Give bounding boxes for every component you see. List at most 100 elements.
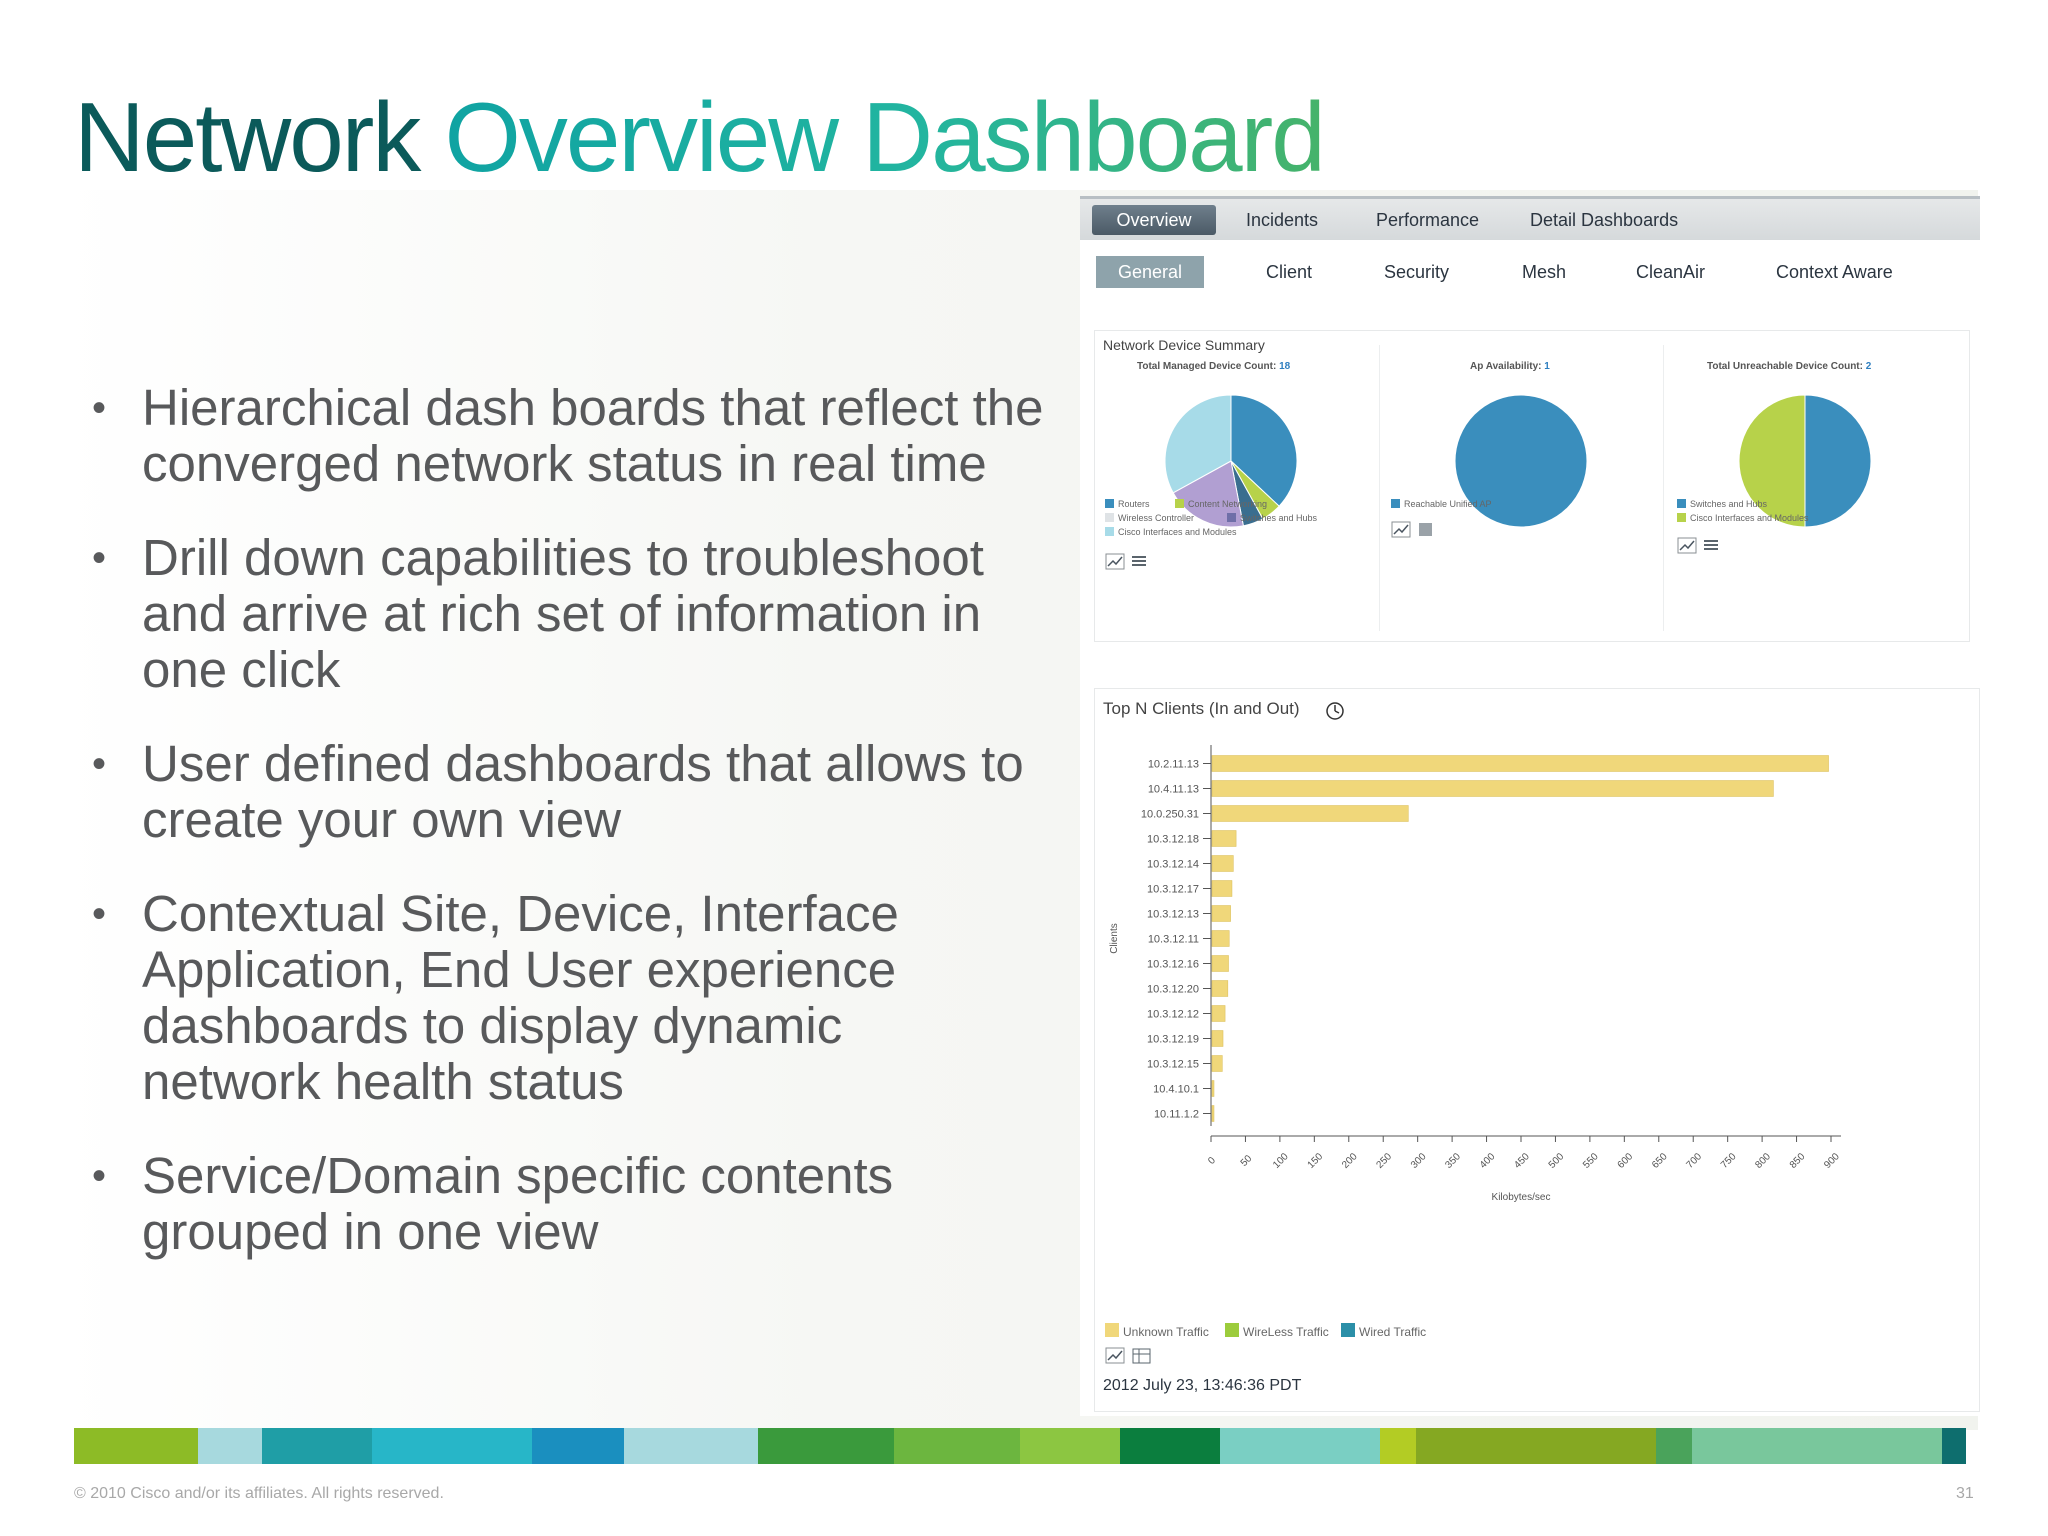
chart-view-icon[interactable] bbox=[1105, 553, 1127, 571]
tab-detail-dashboards[interactable]: Detail Dashboards bbox=[1530, 210, 1679, 230]
legend-label: Wired Traffic bbox=[1359, 1325, 1427, 1339]
bar[interactable] bbox=[1211, 1055, 1223, 1072]
list-view-icon[interactable] bbox=[1129, 553, 1151, 571]
stripe-segment bbox=[1656, 1428, 1692, 1464]
chart-view-icon[interactable] bbox=[1391, 521, 1413, 539]
clock-icon[interactable] bbox=[1325, 701, 1345, 721]
x-tick-label: 350 bbox=[1443, 1151, 1463, 1171]
legend-label: Switches and Hubs bbox=[1690, 499, 1768, 509]
bullet-item: • Contextual Site, Device, Interface Appl… bbox=[80, 886, 980, 1110]
y-tick-label: 10.0.250.31 bbox=[1141, 809, 1199, 821]
bar[interactable] bbox=[1211, 880, 1233, 897]
x-tick-label: 800 bbox=[1753, 1151, 1773, 1171]
legend-item: Cisco Interfaces and Modules bbox=[1105, 527, 1237, 537]
tab-incidents[interactable]: Incidents bbox=[1246, 210, 1319, 230]
subtab-general[interactable]: General bbox=[1096, 256, 1205, 288]
ap-availability-pie[interactable] bbox=[1451, 391, 1591, 531]
x-tick-label: 250 bbox=[1374, 1151, 1394, 1171]
stripe-segment bbox=[1120, 1428, 1220, 1464]
bullet-list: • Hierarchical dash boards that reflect t… bbox=[80, 380, 1060, 1298]
stripe-segment bbox=[1942, 1428, 1966, 1464]
list-view-icon[interactable] bbox=[1701, 537, 1723, 555]
panel-divider bbox=[1379, 345, 1380, 631]
chart-view-icon[interactable] bbox=[1105, 1347, 1127, 1365]
y-tick-label: 10.3.12.15 bbox=[1147, 1059, 1199, 1071]
subtab-context-aware[interactable]: Context Aware bbox=[1776, 262, 1893, 282]
legend-swatch bbox=[1225, 1323, 1239, 1337]
bullet-text: User defined dashboards that allows to c… bbox=[142, 735, 1024, 848]
tab-overview[interactable]: Overview bbox=[1092, 205, 1216, 235]
y-tick-label: 10.3.12.14 bbox=[1147, 859, 1199, 871]
pie-slice[interactable] bbox=[1164, 394, 1232, 494]
legend-swatch bbox=[1341, 1323, 1355, 1337]
bar[interactable] bbox=[1211, 980, 1229, 997]
tab-performance[interactable]: Performance bbox=[1376, 210, 1480, 230]
pie-slice[interactable] bbox=[1738, 394, 1806, 528]
x-tick-label: 500 bbox=[1547, 1151, 1567, 1171]
bar[interactable] bbox=[1211, 805, 1409, 822]
y-tick-label: 10.3.12.12 bbox=[1147, 1009, 1199, 1021]
bar[interactable] bbox=[1211, 830, 1237, 847]
bar[interactable] bbox=[1211, 1080, 1215, 1097]
subtab-client[interactable]: Client bbox=[1266, 262, 1313, 282]
stripe-segment bbox=[1416, 1428, 1656, 1464]
bar[interactable] bbox=[1211, 755, 1829, 772]
legend-item: Routers bbox=[1105, 499, 1150, 509]
subtab-mesh[interactable]: Mesh bbox=[1522, 262, 1567, 282]
pie-slice[interactable] bbox=[1230, 394, 1298, 507]
subtab-cleanair[interactable]: CleanAir bbox=[1636, 262, 1706, 282]
panel-divider bbox=[1663, 345, 1664, 631]
pie-2-value: 1 bbox=[1544, 361, 1550, 372]
y-tick-label: 10.3.12.18 bbox=[1147, 834, 1199, 846]
stripe-segment bbox=[894, 1428, 1020, 1464]
legend-item: Reachable Unified AP bbox=[1391, 499, 1492, 509]
chart-view-icon[interactable] bbox=[1677, 537, 1699, 555]
decorative-color-stripes bbox=[74, 1428, 1974, 1464]
bullet-dot: • bbox=[92, 536, 107, 580]
legend-item: WireLess Traffic bbox=[1225, 1323, 1329, 1339]
legend-item: Content Networking bbox=[1175, 499, 1267, 509]
pie-slice[interactable] bbox=[1454, 394, 1588, 528]
bar[interactable] bbox=[1211, 1030, 1224, 1047]
stripe-segment bbox=[74, 1428, 198, 1464]
title-part-2: Overview Dashboard bbox=[419, 82, 1326, 192]
bar[interactable] bbox=[1211, 1105, 1215, 1122]
top-clients-panel: Top N Clients (In and Out) 10.2.11.13 10.… bbox=[1094, 688, 1980, 1412]
bar[interactable] bbox=[1211, 855, 1234, 872]
bar[interactable] bbox=[1211, 955, 1229, 972]
x-tick-label: 600 bbox=[1616, 1151, 1636, 1171]
unreachable-device-pie[interactable] bbox=[1735, 391, 1875, 531]
legend-item: Wired Traffic bbox=[1341, 1323, 1426, 1339]
legend-label: Wireless Controller bbox=[1118, 513, 1195, 523]
pie-3-label: Total Unreachable Device Count: bbox=[1707, 361, 1863, 372]
pie-slice[interactable] bbox=[1804, 394, 1872, 528]
legend-swatch bbox=[1227, 513, 1236, 522]
grid-view-icon[interactable] bbox=[1415, 521, 1437, 539]
bar[interactable] bbox=[1211, 905, 1231, 922]
table-view-icon[interactable] bbox=[1131, 1347, 1153, 1365]
pie-3-caption: Total Unreachable Device Count: 2 bbox=[1707, 361, 1871, 372]
legend-item: Cisco Interfaces and Modules bbox=[1677, 513, 1809, 523]
pie-slice[interactable] bbox=[1172, 460, 1244, 528]
legend-item: Unknown Traffic bbox=[1105, 1323, 1209, 1339]
x-tick-label: 850 bbox=[1788, 1151, 1808, 1171]
subtab-security[interactable]: Security bbox=[1384, 262, 1450, 282]
bullet-item: • Hierarchical dash boards that reflect t… bbox=[80, 380, 1060, 492]
bullet-dot: • bbox=[92, 386, 107, 430]
x-tick-label: 450 bbox=[1512, 1151, 1532, 1171]
bullet-dot: • bbox=[92, 742, 107, 786]
device-count-pie[interactable] bbox=[1161, 391, 1301, 531]
copyright-footer: © 2010 Cisco and/or its affiliates. All … bbox=[74, 1485, 444, 1502]
bar[interactable] bbox=[1211, 1005, 1226, 1022]
timestamp: 2012 July 23, 13:46:36 PDT bbox=[1103, 1377, 1302, 1394]
stripe-segment bbox=[1692, 1428, 1942, 1464]
bar[interactable] bbox=[1211, 930, 1230, 947]
x-tick-label: 0 bbox=[1206, 1155, 1218, 1167]
bar[interactable] bbox=[1211, 780, 1774, 797]
legend-swatch bbox=[1105, 1323, 1119, 1337]
x-tick-label: 400 bbox=[1478, 1151, 1498, 1171]
y-axis-label: Clients bbox=[1109, 923, 1120, 954]
bullet-item: • Service/Domain specific contents groupe… bbox=[80, 1148, 980, 1260]
page-number: 31 bbox=[1956, 1485, 1974, 1502]
x-tick-label: 900 bbox=[1822, 1151, 1842, 1171]
